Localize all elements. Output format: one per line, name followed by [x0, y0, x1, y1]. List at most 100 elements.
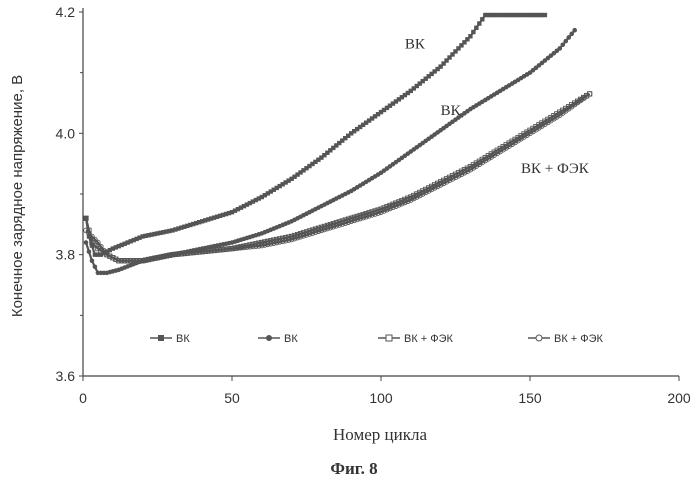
marker-circle-open	[399, 200, 405, 207]
marker-square	[283, 180, 288, 185]
marker-square	[191, 221, 196, 227]
marker-square	[104, 249, 110, 254]
marker-circle	[560, 42, 566, 48]
marker-circle-open	[136, 257, 143, 264]
marker-circle-open	[300, 233, 307, 239]
marker-square	[271, 187, 276, 192]
marker-circle-open	[419, 191, 426, 197]
marker-circle-open	[315, 228, 322, 235]
marker-square	[414, 83, 419, 89]
marker-square	[530, 12, 536, 18]
marker-circle-open	[351, 217, 357, 224]
marker-square	[503, 12, 509, 18]
marker-square	[512, 12, 518, 18]
marker-square	[381, 107, 387, 113]
marker-circle-open	[83, 227, 89, 234]
marker-circle-open	[345, 219, 351, 225]
y-tick-label: 4.2	[56, 4, 76, 20]
marker-square	[533, 12, 539, 18]
legend-marker	[535, 334, 543, 342]
marker-circle-open	[324, 225, 331, 232]
annotation-label: ВК + ФЭК	[521, 161, 590, 177]
marker-square	[89, 243, 95, 248]
marker-square	[113, 245, 118, 250]
marker-circle-open	[402, 199, 408, 206]
marker-square	[200, 219, 205, 224]
marker-circle-open	[279, 238, 286, 245]
marker-square	[420, 78, 425, 84]
marker-circle-open	[437, 182, 444, 188]
marker-square	[202, 218, 208, 223]
marker-square	[378, 109, 384, 115]
marker-square	[405, 90, 411, 96]
marker-circle-open	[431, 185, 438, 191]
legend-label: ВК	[176, 333, 190, 345]
marker-circle-open	[327, 224, 334, 231]
marker-circle-open	[291, 235, 298, 242]
marker-circle-open	[303, 232, 310, 238]
annotations: ВК ВК ВК + ФЭК	[405, 36, 590, 176]
marker-circle	[569, 31, 575, 37]
marker-square	[462, 40, 467, 45]
marker-circle-open	[133, 257, 140, 264]
marker-square	[179, 225, 184, 230]
marker-square	[223, 211, 229, 217]
marker-circle-open	[461, 170, 468, 176]
marker-circle	[89, 258, 95, 264]
marker-circle-open	[229, 245, 235, 252]
marker-square	[447, 55, 452, 60]
series-line	[84, 92, 591, 262]
marker-square	[182, 224, 187, 229]
marker-circle-open	[205, 248, 211, 254]
marker-circle-open	[226, 246, 232, 252]
marker-circle-open	[384, 207, 390, 213]
marker-square	[360, 122, 366, 128]
marker-square	[140, 234, 145, 239]
marker-circle-open	[425, 188, 432, 194]
marker-square	[340, 138, 345, 143]
marker-circle-open	[336, 222, 343, 228]
marker-square	[536, 12, 542, 18]
marker-square	[483, 12, 488, 18]
marker-square	[471, 29, 476, 35]
marker-circle-open	[199, 248, 205, 255]
marker-square	[399, 95, 405, 100]
marker-square	[226, 210, 232, 216]
marker-square	[331, 145, 336, 151]
marker-circle-open	[235, 245, 241, 251]
marker-square	[316, 157, 321, 162]
marker-square	[453, 49, 458, 54]
marker-circle-open	[321, 226, 328, 233]
legend-marker	[266, 335, 272, 341]
marker-circle-open	[390, 204, 396, 211]
marker-circle-open	[378, 209, 384, 215]
marker-square	[343, 135, 348, 141]
marker-circle-open	[190, 249, 197, 256]
marker-square	[417, 81, 422, 86]
marker-square	[116, 243, 121, 249]
marker-circle-open	[339, 221, 346, 227]
marker-circle-open	[259, 242, 265, 249]
marker-square	[289, 176, 294, 182]
y-axis-title: Конечное зарядное напряжение, В	[9, 75, 26, 317]
marker-square	[408, 88, 413, 94]
marker-circle-open	[357, 215, 363, 222]
marker-square	[363, 120, 369, 125]
marker-circle-open	[148, 256, 155, 262]
marker-circle-open	[360, 214, 366, 221]
marker-square	[155, 231, 160, 236]
marker-circle	[92, 264, 98, 270]
marker-circle-open	[446, 177, 453, 184]
series-2	[83, 27, 577, 276]
marker-circle-open	[330, 224, 337, 230]
marker-circle-open	[151, 255, 158, 262]
marker-circle-open	[92, 236, 98, 243]
marker-circle-open	[187, 250, 194, 256]
marker-circle-open	[101, 247, 107, 254]
marker-circle-open	[288, 236, 295, 243]
marker-circle-open	[363, 213, 369, 220]
marker-circle-open	[348, 218, 354, 225]
marker-square	[301, 168, 306, 173]
marker-square	[477, 21, 482, 26]
